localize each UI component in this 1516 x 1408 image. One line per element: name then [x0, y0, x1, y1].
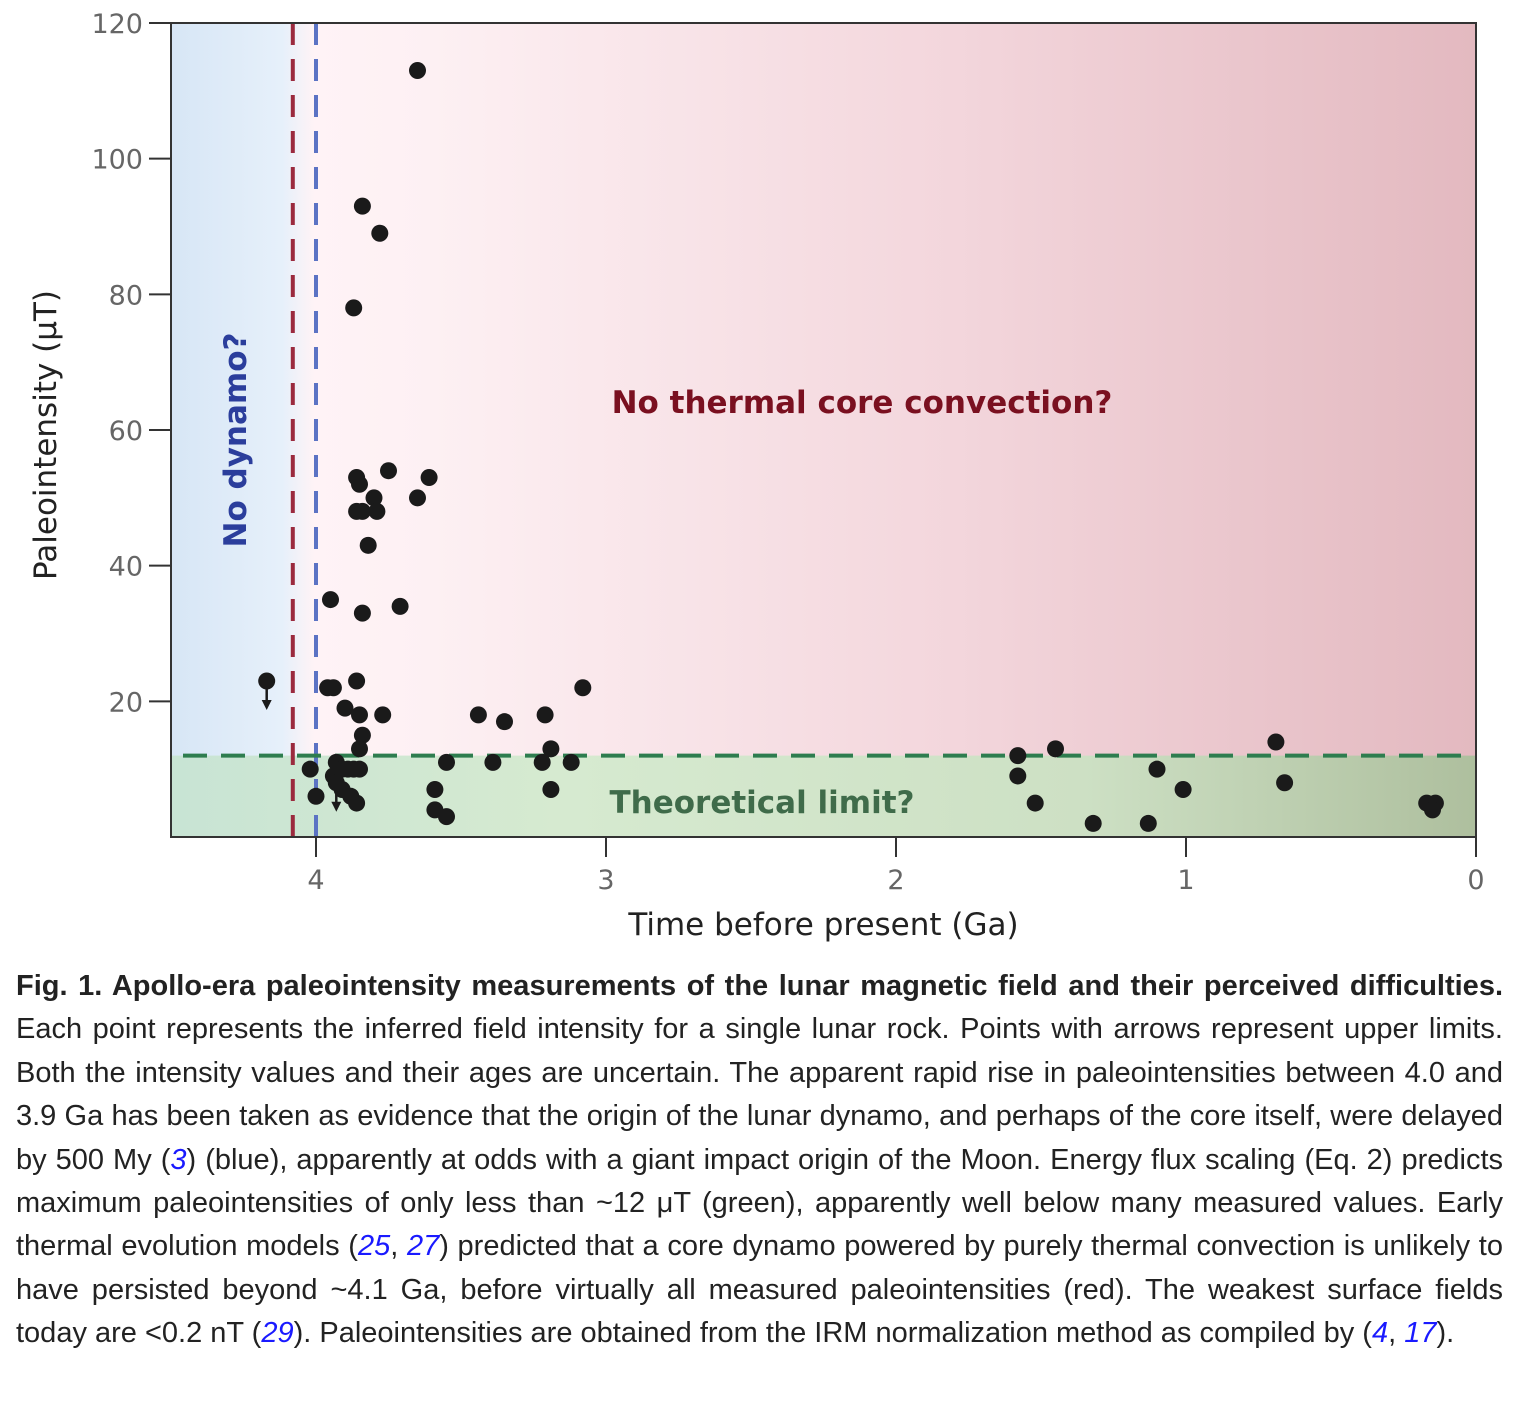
data-point — [353, 197, 371, 215]
data-point — [1424, 801, 1441, 819]
data-point — [1047, 740, 1064, 758]
caption-text-4: ). Paleointensities are obtained from th… — [293, 1317, 1372, 1350]
reference-link-29[interactable]: 29 — [261, 1317, 294, 1350]
data-point — [1009, 767, 1027, 785]
data-point — [351, 706, 368, 724]
data-point — [368, 502, 386, 520]
data-point — [533, 753, 551, 771]
x-tick-label: 0 — [1467, 865, 1484, 896]
data-point — [351, 475, 368, 493]
data-point — [374, 706, 392, 724]
y-tick-label: 60 — [109, 416, 143, 447]
y-tick-label: 40 — [109, 552, 143, 583]
scatter-chart: 20 40 60 80 100 120 4 3 2 1 0 No dynamo? No therma… — [28, 9, 1485, 943]
caption-text-3: ) predicted that a core dynamo powered b… — [16, 1230, 1503, 1350]
data-point — [469, 706, 487, 724]
y-tick-label: 120 — [91, 9, 143, 40]
upper-limit-point — [327, 774, 345, 792]
data-point — [484, 753, 502, 771]
figure-chart: 20 40 60 80 100 120 4 3 2 1 0 No dynamo? No therma… — [28, 9, 1485, 943]
no-thermal-convection-annotation: No thermal core convection? — [612, 385, 1113, 421]
data-point — [426, 781, 444, 799]
y-axis-title: Paleointensity (μT) — [28, 290, 64, 580]
x-tick-label: 4 — [307, 865, 324, 896]
data-point — [438, 808, 455, 826]
data-point — [1276, 774, 1294, 792]
data-point — [307, 787, 325, 805]
data-point — [1139, 814, 1157, 832]
reference-link-17[interactable]: 17 — [1404, 1317, 1437, 1350]
x-tick-label: 1 — [1177, 865, 1194, 896]
data-point — [336, 699, 354, 717]
data-point — [353, 604, 371, 622]
x-axis-title: Time before present (Ga) — [627, 907, 1018, 943]
data-point — [301, 760, 319, 778]
theoretical-limit-band — [171, 755, 1476, 837]
data-point — [536, 706, 554, 724]
data-point — [365, 489, 383, 507]
caption-text-5: ). — [1436, 1317, 1455, 1350]
data-point — [409, 61, 426, 79]
data-point — [420, 468, 438, 486]
data-point — [359, 536, 377, 554]
plot-background — [171, 23, 1476, 837]
data-point — [1026, 794, 1044, 812]
data-point — [1084, 814, 1102, 832]
data-point — [353, 726, 371, 744]
figure-caption: Fig. 1. Apollo-era paleointensity measur… — [16, 965, 1503, 1356]
data-point — [322, 591, 339, 609]
data-point — [542, 740, 560, 758]
data-point — [542, 781, 560, 799]
caption-text-2: ) (blue), apparently at odds with a gian… — [16, 1143, 1504, 1263]
x-tick-label: 2 — [887, 865, 904, 896]
no-dynamo-annotation: No dynamo? — [218, 332, 254, 547]
y-tick-label: 100 — [91, 145, 143, 176]
data-point — [1267, 733, 1285, 751]
data-point — [391, 597, 409, 615]
caption-text-1: Each point represents the inferred field… — [16, 1013, 1503, 1176]
data-point — [1174, 781, 1192, 799]
data-point — [353, 502, 371, 520]
data-point — [371, 224, 389, 242]
data-point — [574, 679, 592, 697]
data-point — [496, 713, 513, 731]
reference-link-27[interactable]: 27 — [406, 1230, 440, 1263]
caption-separator-2: , — [1388, 1317, 1405, 1350]
caption-separator-1: , — [390, 1230, 407, 1263]
data-point — [348, 794, 366, 812]
upper-limit-point — [258, 672, 276, 690]
data-point — [348, 672, 366, 690]
data-point — [1009, 747, 1027, 765]
data-point — [345, 299, 363, 317]
y-tick-label: 80 — [109, 280, 143, 311]
data-point — [438, 753, 455, 771]
data-point — [351, 740, 368, 758]
data-point — [324, 679, 342, 697]
upper-limit-arrow-head — [261, 699, 272, 710]
x-tick-label: 3 — [597, 865, 614, 896]
theoretical-limit-annotation: Theoretical limit? — [610, 785, 915, 821]
data-point — [351, 760, 368, 778]
reference-link-3[interactable]: 3 — [170, 1143, 187, 1176]
y-tick-label: 20 — [109, 687, 143, 718]
caption-title: Fig. 1. Apollo-era paleointensity measur… — [16, 970, 1503, 1002]
data-point — [1148, 760, 1166, 778]
data-point — [380, 462, 397, 480]
upper-limit-arrow-head — [331, 801, 342, 812]
data-point — [562, 753, 580, 771]
reference-link-25[interactable]: 25 — [357, 1230, 391, 1263]
data-point — [409, 489, 426, 507]
reference-link-4[interactable]: 4 — [1371, 1317, 1389, 1350]
